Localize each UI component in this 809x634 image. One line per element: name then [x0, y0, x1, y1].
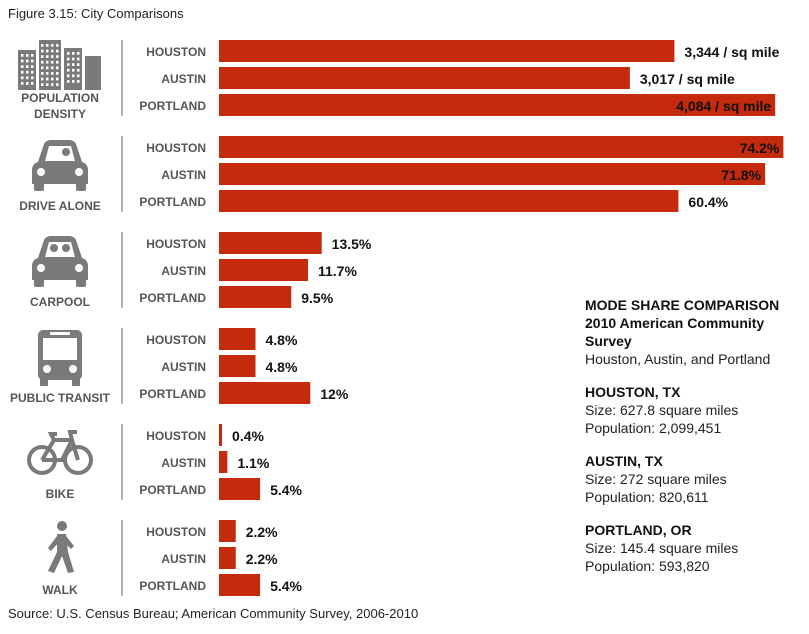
bar: [219, 232, 322, 254]
bar: [219, 40, 675, 62]
category-label: DRIVE ALONE: [19, 199, 101, 213]
data-label: 3,344 / sq mile: [684, 44, 779, 60]
info-subheading: Houston, Austin, and Portland: [585, 351, 771, 367]
data-label: 0.4%: [232, 428, 264, 444]
data-label: 71.8%: [721, 167, 761, 183]
city-label: HOUSTON: [146, 237, 206, 251]
city-info-portland: PORTLAND, OR Size: 145.4 square miles Po…: [585, 521, 807, 575]
city-label: HOUSTON: [146, 141, 206, 155]
city-label: PORTLAND: [139, 579, 206, 593]
city-info-size: Size: 145.4 square miles: [585, 540, 739, 556]
source-note: Source: U.S. Census Bureau; American Com…: [8, 606, 419, 621]
city-label: AUSTIN: [161, 168, 206, 182]
data-label: 4.8%: [266, 332, 298, 348]
city-info-population: Population: 2,099,451: [585, 420, 722, 436]
category-label: BIKE: [46, 487, 75, 501]
pedestrian-icon: [48, 521, 74, 573]
bar: [219, 286, 292, 308]
bar-group-public-transit: PUBLIC TRANSIT HOUSTON 4.8% AUSTIN 4.8% PORTL…: [10, 328, 349, 405]
city-label: AUSTIN: [161, 72, 206, 86]
bar: [219, 547, 236, 569]
category-label: CARPOOL: [30, 295, 90, 309]
data-label: 5.4%: [270, 578, 302, 594]
data-label: 3,017 / sq mile: [640, 71, 735, 87]
city-label: PORTLAND: [139, 483, 206, 497]
city-label: HOUSTON: [146, 429, 206, 443]
bar: [219, 190, 679, 212]
city-label: PORTLAND: [139, 387, 206, 401]
info-panel: MODE SHARE COMPARISON 2010 American Comm…: [585, 296, 807, 575]
category-label: PUBLIC TRANSIT: [10, 391, 111, 405]
bar: [219, 136, 784, 158]
city-info-name: HOUSTON, TX: [585, 384, 681, 400]
city-label: PORTLAND: [139, 99, 206, 113]
city-label: HOUSTON: [146, 45, 206, 59]
bar-group-drive-alone: DRIVE ALONE HOUSTON 74.2% AUSTIN 71.8% PORTLA…: [19, 136, 784, 213]
data-label: 60.4%: [688, 194, 728, 210]
data-label: 74.2%: [740, 140, 780, 156]
bar-group-population-density: POPULATION DENSITY HOUSTON 3,344 / sq mile A…: [18, 40, 780, 121]
bar: [219, 328, 256, 350]
bicycle-icon: [27, 430, 93, 475]
data-label: 9.5%: [301, 290, 333, 306]
carpool-icon: [32, 236, 88, 287]
bar-group-bike: BIKE HOUSTON 0.4% AUSTIN 1.1% PORTLAND 5.4%: [27, 424, 303, 501]
bar: [219, 259, 308, 281]
bar-group-walk: WALK HOUSTON 2.2% AUSTIN 2.2% PORTLAND 5.4%: [42, 520, 303, 597]
category-label: WALK: [42, 583, 78, 597]
city-info-name: AUSTIN, TX: [585, 453, 663, 469]
city-info-size: Size: 272 square miles: [585, 471, 727, 487]
info-heading: MODE SHARE COMPARISON 2010 American Comm…: [585, 297, 780, 349]
city-info-size: Size: 627.8 square miles: [585, 402, 739, 418]
data-label: 4,084 / sq mile: [676, 98, 771, 114]
city-info-population: Population: 820,611: [585, 489, 709, 505]
city-info-name: PORTLAND, OR: [585, 522, 692, 538]
city-label: PORTLAND: [139, 291, 206, 305]
data-label: 4.8%: [266, 359, 298, 375]
bar: [219, 424, 223, 446]
city-info-population: Population: 593,820: [585, 558, 710, 574]
buildings-icon: [18, 40, 101, 90]
car-icon: [32, 140, 88, 191]
city-label: PORTLAND: [139, 195, 206, 209]
figure-title: Figure 3.15: City Comparisons: [8, 6, 184, 21]
city-label: AUSTIN: [161, 264, 206, 278]
city-label: HOUSTON: [146, 333, 206, 347]
bar: [219, 451, 228, 473]
bar-group-carpool: CARPOOL HOUSTON 13.5% AUSTIN 11.7% PORTLAND 9.…: [30, 232, 372, 309]
data-label: 2.2%: [246, 551, 278, 567]
bar: [219, 94, 776, 116]
data-label: 12%: [320, 386, 349, 402]
bar: [219, 382, 311, 404]
bar: [219, 355, 256, 377]
bar: [219, 574, 261, 596]
data-label: 11.7%: [318, 263, 357, 279]
city-label: HOUSTON: [146, 525, 206, 539]
city-label: AUSTIN: [161, 456, 206, 470]
bar: [219, 163, 766, 185]
bar: [219, 478, 261, 500]
city-info-houston: HOUSTON, TX Size: 627.8 square miles Pop…: [585, 383, 807, 437]
data-label: 1.1%: [237, 455, 269, 471]
category-label: POPULATION: [21, 91, 99, 105]
bar: [219, 520, 236, 542]
data-label: 5.4%: [270, 482, 302, 498]
category-label: DENSITY: [34, 107, 86, 121]
bar-chart: POPULATION DENSITY HOUSTON 3,344 / sq mile A…: [10, 40, 784, 597]
data-label: 13.5%: [332, 236, 372, 252]
city-info-austin: AUSTIN, TX Size: 272 square miles Popula…: [585, 452, 807, 506]
bar: [219, 67, 630, 89]
bus-icon: [38, 330, 82, 386]
city-label: AUSTIN: [161, 360, 206, 374]
data-label: 2.2%: [246, 524, 278, 540]
city-label: AUSTIN: [161, 552, 206, 566]
